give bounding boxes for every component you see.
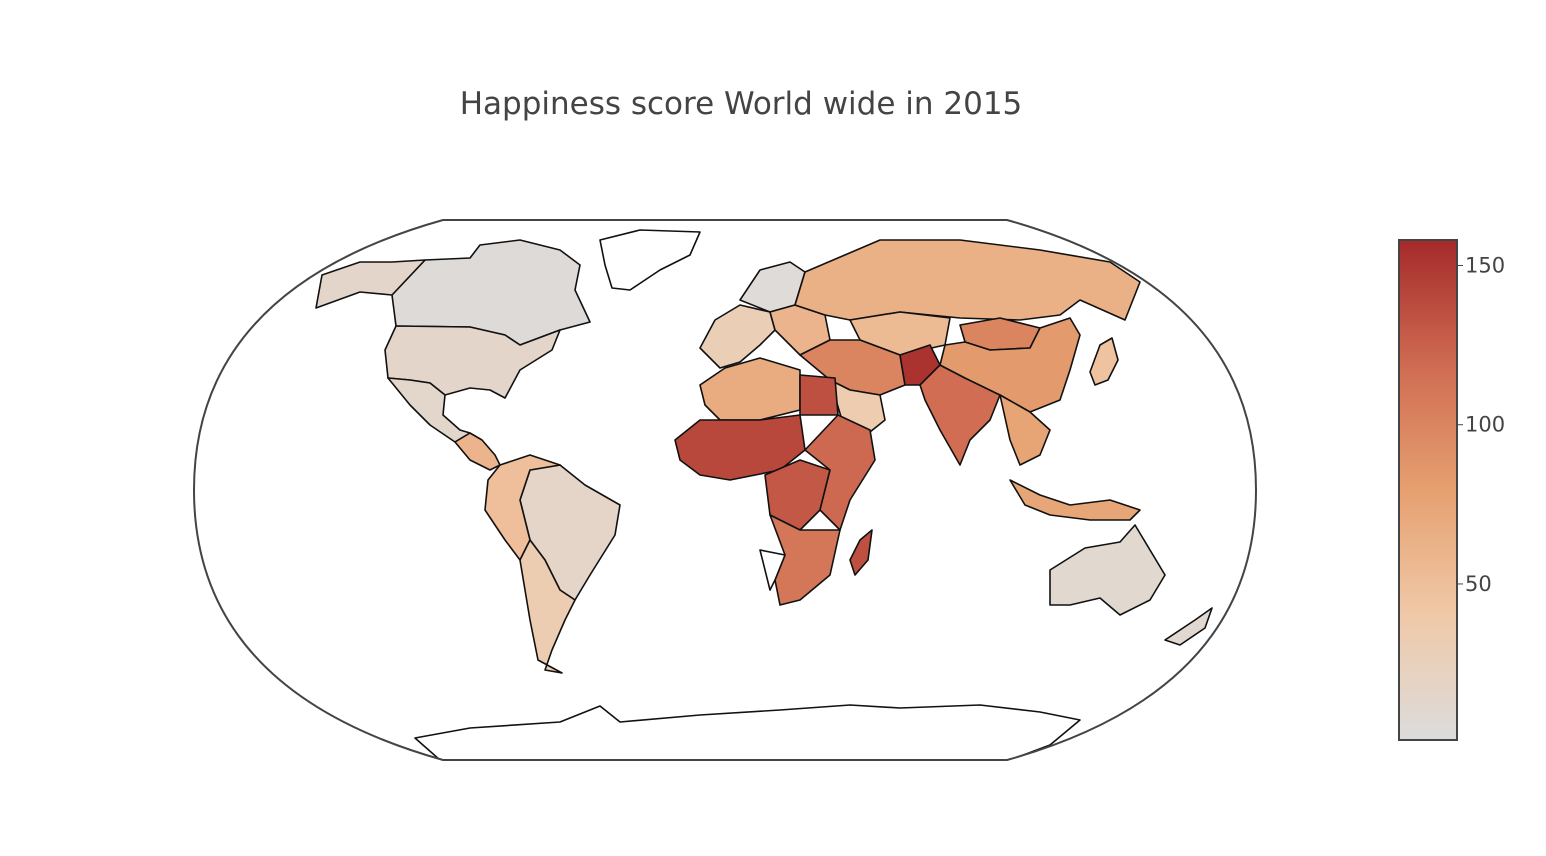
colorbar: 50 100 150 xyxy=(1398,239,1505,741)
region-alaska[interactable] xyxy=(315,259,426,309)
colorbar-gradient xyxy=(1398,239,1458,741)
region-southeast-asia[interactable] xyxy=(999,394,1051,466)
region-russia[interactable] xyxy=(794,239,1141,321)
region-west-africa[interactable] xyxy=(674,414,806,481)
region-southern-cone[interactable] xyxy=(519,539,576,674)
colorbar-tick-label: 50 xyxy=(1465,572,1492,596)
region-china[interactable] xyxy=(939,317,1081,413)
region-indonesia[interactable] xyxy=(1009,479,1141,521)
region-greenland[interactable] xyxy=(599,229,701,291)
region-east-africa[interactable] xyxy=(804,414,876,531)
colorbar-tick-label: 150 xyxy=(1465,253,1505,277)
region-north-africa[interactable] xyxy=(699,357,801,421)
region-japan[interactable] xyxy=(1089,337,1119,386)
region-mexico[interactable] xyxy=(387,377,471,443)
region-new-zealand[interactable] xyxy=(1164,607,1213,646)
map-frame xyxy=(192,219,1258,761)
region-australia[interactable] xyxy=(1049,524,1166,616)
region-egypt[interactable] xyxy=(799,374,839,416)
colorbar-ticks: 50 100 150 xyxy=(1457,253,1505,596)
country-layer xyxy=(315,229,1213,760)
colorbar-tick-label: 100 xyxy=(1465,413,1505,437)
region-central-america[interactable] xyxy=(454,432,501,471)
region-namibia[interactable] xyxy=(759,549,786,591)
region-antarctica[interactable] xyxy=(414,704,1081,760)
region-madagascar[interactable] xyxy=(849,529,873,576)
chart-title: Happiness score World wide in 2015 xyxy=(459,86,1023,122)
